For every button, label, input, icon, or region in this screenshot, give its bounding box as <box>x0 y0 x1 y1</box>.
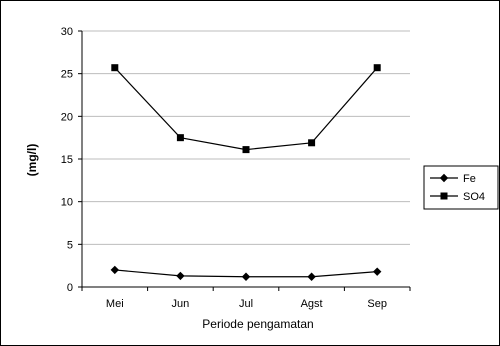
legend-box <box>423 165 499 210</box>
legend-marker <box>440 192 448 200</box>
y-tick-label: 5 <box>67 239 73 251</box>
y-tick-label: 20 <box>61 111 73 123</box>
x-ticks: Mei Jun Jul Agst Sep <box>81 287 411 310</box>
y-ticks: 0 5 10 15 20 25 30 <box>61 26 82 294</box>
y-tick-label: 30 <box>61 26 73 38</box>
y-tick-label: 25 <box>61 69 73 81</box>
legend-item-so4: SO4 <box>430 191 485 203</box>
legend-item-fe: Fe <box>430 173 476 185</box>
data-point-fe <box>241 272 251 281</box>
series-so4 <box>111 64 381 154</box>
series <box>110 64 382 281</box>
legend: Fe SO4 <box>423 165 499 210</box>
series-fe <box>110 265 382 281</box>
data-point-so4 <box>308 139 316 147</box>
x-tick-label: Jun <box>172 298 190 310</box>
data-point-so4 <box>176 134 184 142</box>
legend-label: SO4 <box>463 191 485 203</box>
data-point-so4 <box>111 64 119 72</box>
x-tick-label: Mei <box>106 298 124 310</box>
x-axis-title: Periode pengamatan <box>202 317 313 331</box>
y-tick-label: 0 <box>67 282 73 294</box>
gridlines <box>82 30 410 245</box>
x-tick-label: Sep <box>367 298 387 310</box>
y-tick-label: 15 <box>61 154 73 166</box>
data-point-fe <box>373 267 382 276</box>
data-point-fe <box>110 265 119 275</box>
data-point-fe <box>307 272 316 281</box>
legend-items: Fe SO4 <box>430 173 485 203</box>
x-tick-label: Agst <box>301 298 323 310</box>
data-point-so4 <box>373 64 381 72</box>
y-tick-label: 10 <box>61 197 73 209</box>
legend-label: Fe <box>463 173 476 185</box>
legend-marker <box>439 173 449 183</box>
y-axis-title: (mg/l) <box>25 144 39 177</box>
data-point-fe <box>176 271 185 281</box>
x-tick-label: Jul <box>239 298 253 310</box>
data-point-so4 <box>242 146 250 154</box>
